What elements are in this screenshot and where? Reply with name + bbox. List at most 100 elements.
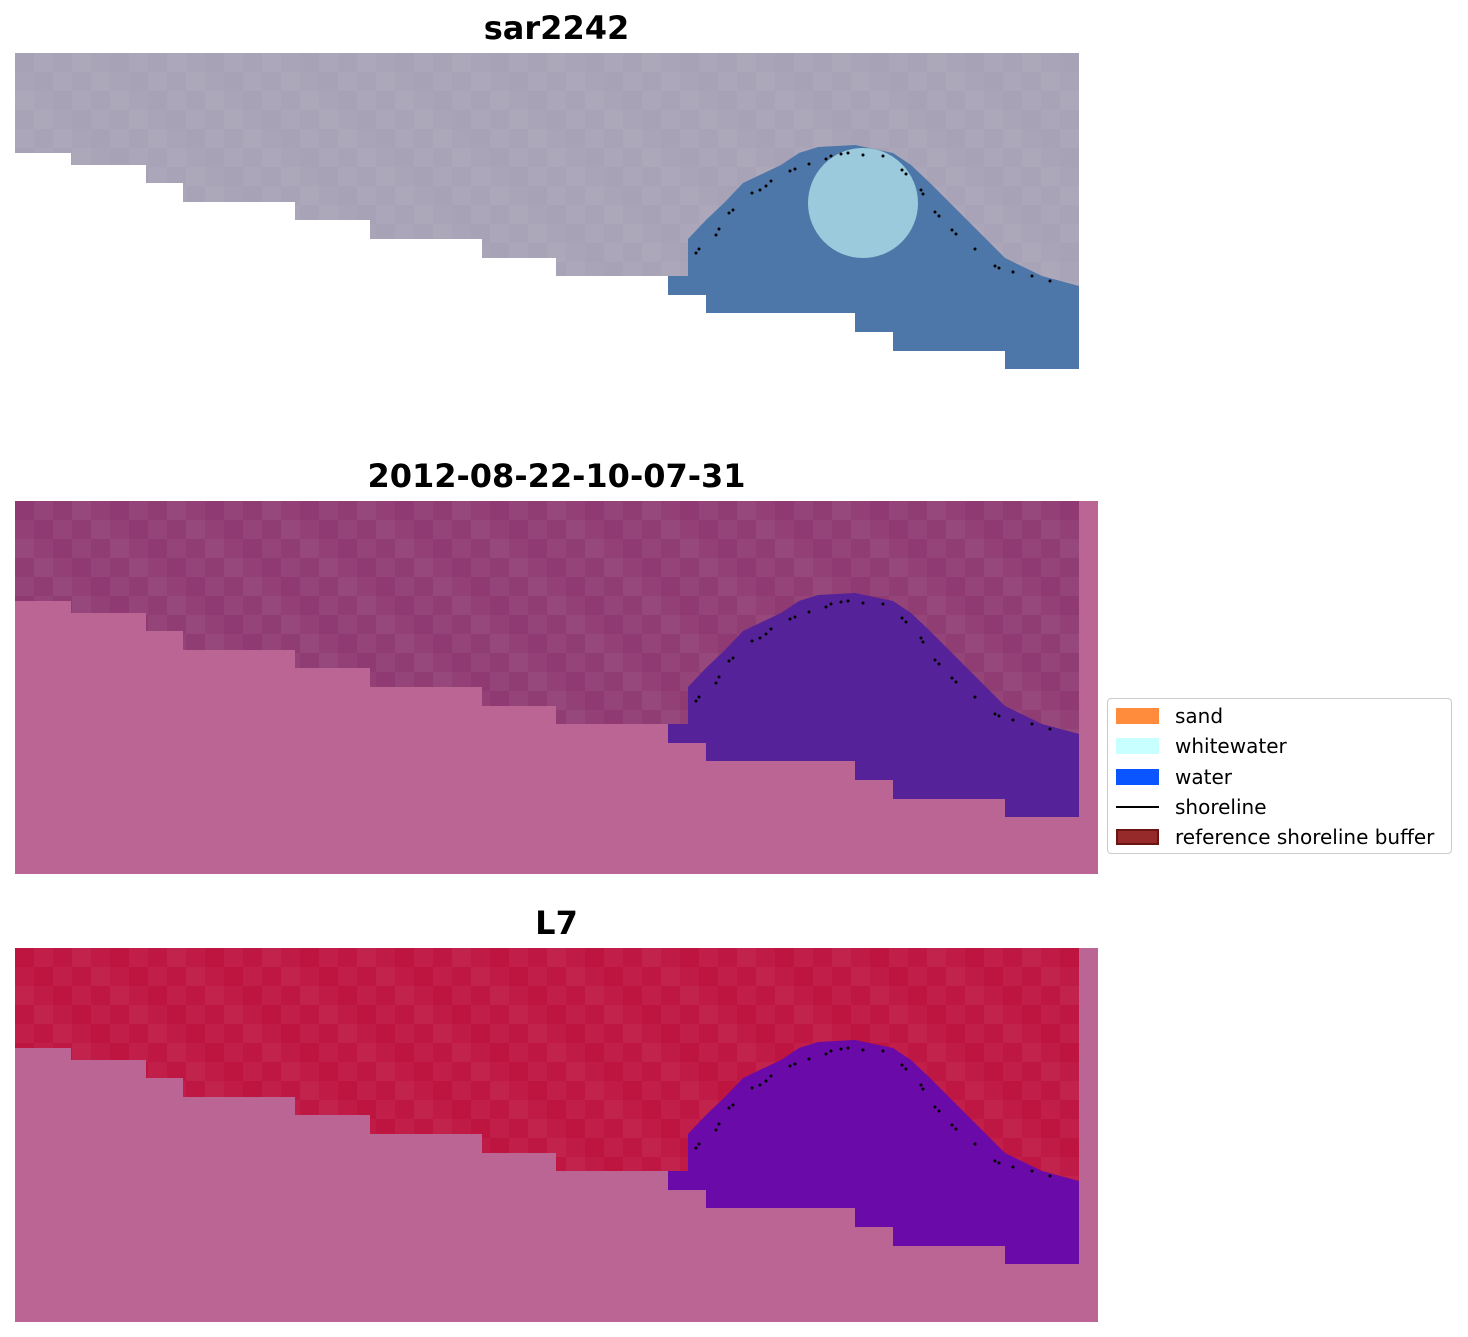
- texture-pixel: [1041, 1062, 1060, 1081]
- texture-pixel: [642, 1043, 661, 1062]
- texture-pixel: [1060, 167, 1079, 186]
- texture-pixel: [680, 520, 699, 539]
- texture-pixel: [642, 986, 661, 1005]
- texture-pixel: [528, 1119, 547, 1138]
- texture-pixel: [1041, 1005, 1060, 1024]
- texture-pixel: [490, 167, 509, 186]
- texture-pixel: [243, 167, 262, 186]
- texture-pixel: [623, 1062, 642, 1081]
- texture-pixel: [718, 129, 737, 148]
- legend-item-whitewater: whitewater: [1116, 735, 1287, 757]
- texture-pixel: [547, 634, 566, 653]
- texture-pixel: [205, 1024, 224, 1043]
- texture-pixel: [566, 243, 585, 262]
- texture-pixel: [680, 1081, 699, 1100]
- texture-pixel: [376, 948, 395, 967]
- texture-pixel: [946, 1005, 965, 1024]
- texture-pixel: [262, 520, 281, 539]
- shoreline-point: [1011, 1165, 1015, 1169]
- texture-pixel: [72, 91, 91, 110]
- texture-pixel: [110, 501, 129, 520]
- texture-pixel: [984, 1024, 1003, 1043]
- texture-pixel: [471, 501, 490, 520]
- texture-pixel: [414, 986, 433, 1005]
- texture-pixel: [794, 967, 813, 986]
- texture-pixel: [547, 186, 566, 205]
- shoreline-point: [993, 264, 997, 268]
- texture-pixel: [604, 1062, 623, 1081]
- texture-pixel: [395, 224, 414, 243]
- texture-pixel: [129, 501, 148, 520]
- texture-pixel: [34, 520, 53, 539]
- texture-pixel: [775, 72, 794, 91]
- texture-pixel: [965, 501, 984, 520]
- texture-pixel: [1003, 672, 1022, 691]
- texture-pixel: [718, 72, 737, 91]
- texture-pixel: [490, 1119, 509, 1138]
- texture-pixel: [148, 1005, 167, 1024]
- texture-pixel: [547, 1119, 566, 1138]
- texture-pixel: [946, 167, 965, 186]
- texture-pixel: [300, 967, 319, 986]
- texture-pixel: [1022, 691, 1041, 710]
- texture-pixel: [965, 1024, 984, 1043]
- texture-pixel: [547, 110, 566, 129]
- texture-pixel: [1041, 672, 1060, 691]
- texture-pixel: [794, 53, 813, 72]
- texture-pixel: [300, 539, 319, 558]
- texture-pixel: [414, 72, 433, 91]
- texture-pixel: [471, 1100, 490, 1119]
- texture-pixel: [965, 110, 984, 129]
- texture-pixel: [604, 53, 623, 72]
- texture-pixel: [357, 539, 376, 558]
- texture-pixel: [661, 1081, 680, 1100]
- texture-pixel: [870, 558, 889, 577]
- texture-pixel: [262, 1081, 281, 1100]
- texture-pixel: [357, 1081, 376, 1100]
- texture-pixel: [490, 110, 509, 129]
- texture-pixel: [91, 53, 110, 72]
- texture-pixel: [357, 520, 376, 539]
- texture-pixel: [433, 501, 452, 520]
- texture-pixel: [642, 129, 661, 148]
- texture-pixel: [889, 1024, 908, 1043]
- texture-pixel: [1060, 596, 1079, 615]
- texture-pixel: [376, 986, 395, 1005]
- texture-pixel: [1041, 91, 1060, 110]
- texture-pixel: [718, 615, 737, 634]
- texture-pixel: [889, 110, 908, 129]
- texture-pixel: [623, 1100, 642, 1119]
- texture-pixel: [224, 967, 243, 986]
- texture-pixel: [471, 205, 490, 224]
- texture-pixel: [34, 577, 53, 596]
- texture-pixel: [699, 110, 718, 129]
- texture-pixel: [547, 53, 566, 72]
- texture-pixel: [110, 986, 129, 1005]
- texture-pixel: [585, 596, 604, 615]
- texture-pixel: [832, 53, 851, 72]
- texture-pixel: [1060, 72, 1079, 91]
- texture-pixel: [395, 148, 414, 167]
- texture-pixel: [794, 986, 813, 1005]
- texture-pixel: [1041, 72, 1060, 91]
- texture-pixel: [1022, 653, 1041, 672]
- legend-label-sand: sand: [1175, 704, 1224, 728]
- texture-pixel: [566, 72, 585, 91]
- texture-pixel: [148, 615, 167, 634]
- texture-pixel: [851, 72, 870, 91]
- texture-pixel: [718, 596, 737, 615]
- texture-pixel: [414, 91, 433, 110]
- texture-pixel: [623, 672, 642, 691]
- texture-pixel: [262, 72, 281, 91]
- texture-pixel: [300, 91, 319, 110]
- texture-pixel: [680, 91, 699, 110]
- texture-pixel: [661, 501, 680, 520]
- texture-pixel: [186, 520, 205, 539]
- texture-pixel: [661, 691, 680, 710]
- texture-pixel: [661, 986, 680, 1005]
- texture-pixel: [471, 539, 490, 558]
- texture-pixel: [642, 205, 661, 224]
- texture-pixel: [870, 1024, 889, 1043]
- texture-pixel: [908, 596, 927, 615]
- texture-pixel: [34, 501, 53, 520]
